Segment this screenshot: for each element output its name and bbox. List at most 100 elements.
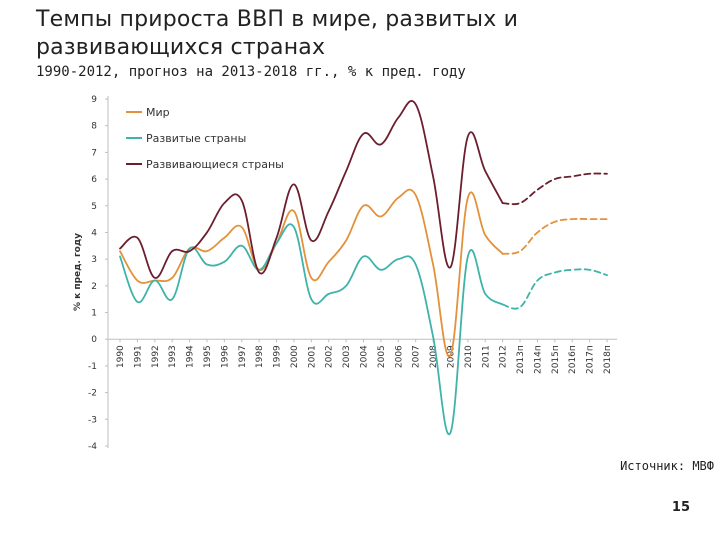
x-tick-label: 2009 — [446, 345, 456, 368]
data-point-developing — [362, 133, 364, 135]
data-point-world — [414, 194, 416, 196]
x-tick-label: 2015п — [551, 345, 561, 374]
data-point-world — [206, 250, 208, 252]
data-point-developed — [206, 263, 208, 265]
data-point-world — [536, 231, 538, 233]
data-point-world — [606, 218, 608, 220]
data-point-world — [345, 239, 347, 241]
data-point-developing — [188, 250, 190, 252]
data-point-world — [484, 234, 486, 236]
data-point-developed — [501, 303, 503, 305]
x-tick-label: 2008 — [429, 345, 439, 368]
y-tick-label: 5 — [91, 202, 97, 212]
data-point-developing — [136, 237, 138, 239]
data-point-developed — [397, 258, 399, 260]
data-point-developed — [188, 247, 190, 249]
data-point-world — [328, 261, 330, 263]
data-point-developing — [536, 189, 538, 191]
x-tick-label: 1993 — [168, 345, 178, 368]
data-point-developed — [328, 293, 330, 295]
series-forecast-world — [501, 218, 608, 255]
series-forecast-developed — [501, 268, 608, 310]
data-point-developing — [310, 239, 312, 241]
x-tick-label: 2014п — [533, 345, 543, 374]
data-point-developing — [432, 175, 434, 177]
data-point-developed — [310, 298, 312, 300]
data-point-world — [501, 253, 503, 255]
data-point-developing — [449, 266, 451, 268]
x-tick-label: 1996 — [220, 345, 230, 368]
data-point-world — [241, 226, 243, 228]
data-point-developed — [536, 279, 538, 281]
x-tick-label: 2001 — [307, 345, 317, 368]
data-point-world — [397, 197, 399, 199]
x-tick-label: 2007 — [412, 345, 422, 368]
data-point-developing — [397, 116, 399, 118]
series-line-developing — [119, 100, 504, 279]
chart-series — [119, 100, 608, 436]
data-point-developed — [345, 285, 347, 287]
data-point-world — [310, 277, 312, 279]
x-tick-label: 1995 — [203, 345, 213, 368]
x-tick-label: 1998 — [255, 345, 265, 368]
data-point-developing — [275, 237, 277, 239]
x-tick-label: 1997 — [238, 345, 248, 368]
y-tick-label: 8 — [91, 122, 97, 132]
x-tick-label: 2002 — [325, 345, 335, 368]
slide-title: Темпы прироста ВВП в мире, развитых и ра… — [36, 7, 519, 60]
data-point-world — [171, 277, 173, 279]
data-point-developing — [484, 170, 486, 172]
data-point-developed — [467, 255, 469, 257]
data-point-developing — [554, 178, 556, 180]
legend-label: Развитые страны — [146, 132, 246, 145]
data-point-developing — [328, 210, 330, 212]
data-point-developed — [432, 335, 434, 337]
x-tick-label: 1999 — [273, 345, 283, 368]
data-point-developed — [171, 298, 173, 300]
x-tick-label: 2011 — [481, 345, 491, 368]
data-point-world — [223, 237, 225, 239]
x-tick-label: 2016п — [568, 345, 578, 374]
legend-label: Мир — [146, 106, 170, 119]
data-point-world — [432, 263, 434, 265]
data-point-developing — [414, 103, 416, 105]
x-tick-label: 1991 — [133, 345, 143, 368]
data-point-developed — [362, 255, 364, 257]
data-point-developed — [519, 306, 521, 308]
data-point-developing — [345, 170, 347, 172]
data-point-world — [362, 205, 364, 207]
x-tick-label: 2006 — [394, 345, 404, 368]
data-point-developing — [380, 143, 382, 145]
data-point-world — [571, 218, 573, 220]
y-tick-label: 1 — [91, 309, 97, 319]
x-tick-label: 2003 — [342, 345, 352, 368]
data-point-developing — [293, 183, 295, 185]
x-tick-label: 2017п — [586, 345, 596, 374]
data-point-developed — [484, 293, 486, 295]
data-point-world — [554, 221, 556, 223]
data-point-world — [588, 218, 590, 220]
x-tick-label: 2005 — [377, 345, 387, 368]
slide-subtitle: 1990-2012, прогноз на 2013-2018 гг., % к… — [36, 64, 466, 80]
data-point-developed — [119, 255, 121, 257]
data-point-developing — [171, 250, 173, 252]
y-axis-label: % к пред. году — [73, 233, 83, 311]
data-point-developed — [554, 271, 556, 273]
y-tick-label: -2 — [88, 389, 97, 399]
x-tick-label: 1994 — [186, 345, 196, 368]
x-tick-label: 2010 — [464, 345, 474, 368]
data-point-developing — [241, 199, 243, 201]
x-tick-label: 2012 — [499, 345, 509, 368]
data-point-world — [467, 197, 469, 199]
data-point-developed — [136, 301, 138, 303]
data-point-world — [380, 215, 382, 217]
y-tick-label: 7 — [91, 148, 97, 158]
data-point-developed — [380, 269, 382, 271]
y-tick-label: 6 — [91, 175, 97, 185]
y-tick-label: 3 — [91, 255, 97, 265]
data-point-world — [449, 354, 451, 356]
data-point-world — [293, 210, 295, 212]
data-point-developed — [571, 269, 573, 271]
data-point-developing — [154, 277, 156, 279]
